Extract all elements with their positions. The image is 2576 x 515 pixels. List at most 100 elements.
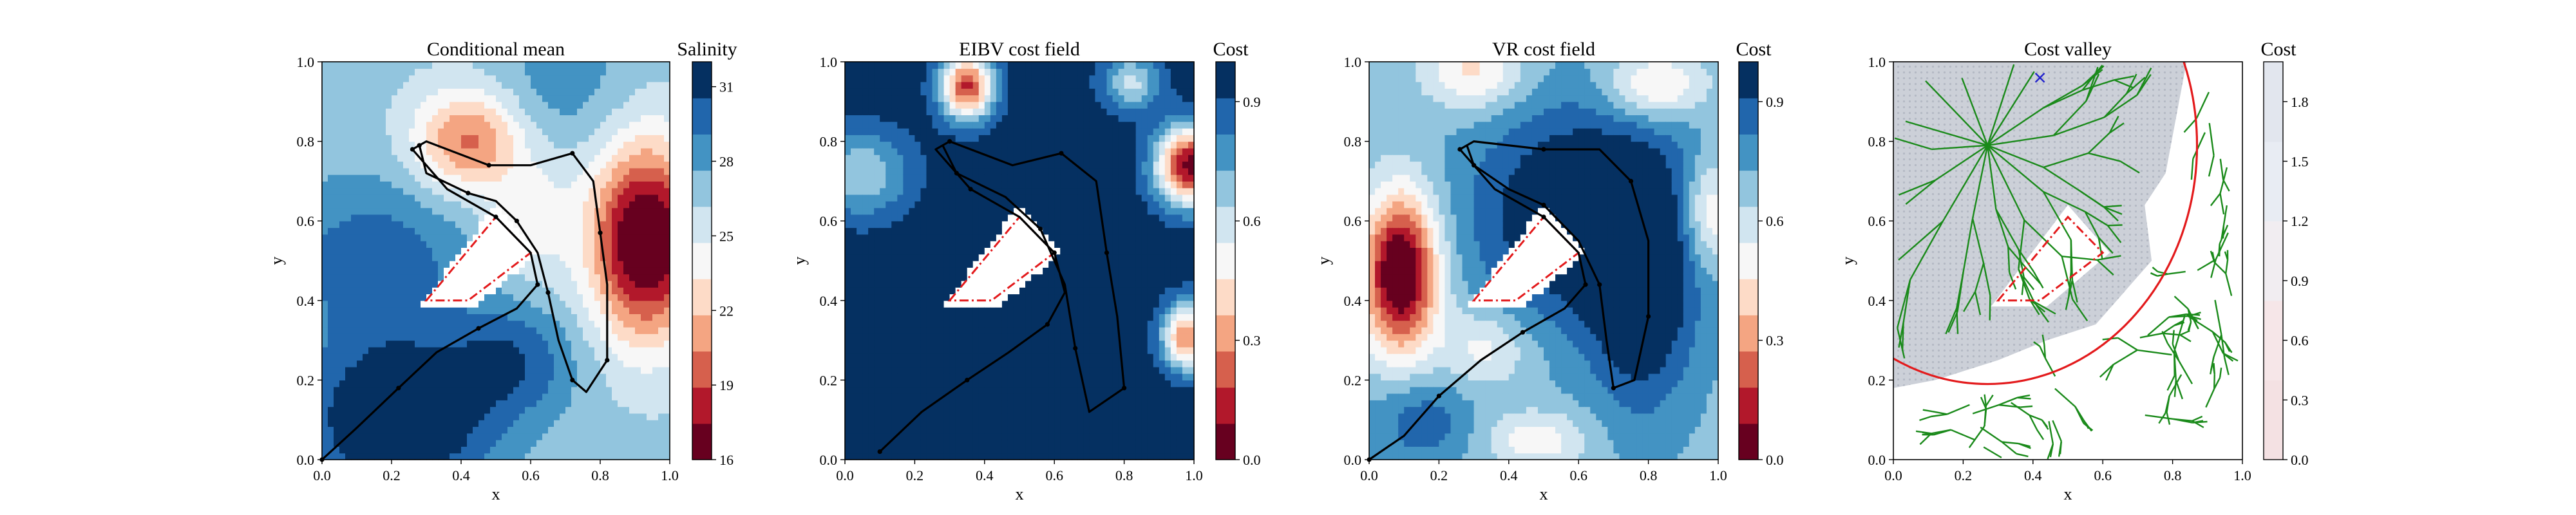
heatmap-cell [507, 300, 514, 308]
heatmap-cell [606, 433, 612, 440]
heatmap-cell [380, 101, 386, 109]
heatmap-cell [658, 366, 665, 374]
heatmap-cell [421, 406, 427, 414]
heatmap-cell [874, 280, 880, 288]
heatmap-cell [536, 147, 543, 155]
heatmap-cell [920, 453, 927, 460]
heatmap-cell [513, 307, 520, 314]
heatmap-cell [322, 108, 328, 115]
heatmap-cell [862, 121, 869, 129]
heatmap-cell [635, 327, 641, 334]
heatmap-cell [571, 261, 578, 268]
heatmap-cell [612, 373, 618, 380]
heatmap-cell [612, 167, 618, 175]
heatmap-cell [542, 413, 549, 420]
heatmap-cell [507, 327, 514, 334]
heatmap-cell [560, 400, 566, 407]
heatmap-cell [589, 128, 595, 135]
heatmap-cell [536, 446, 543, 454]
heatmap-cell [658, 340, 665, 348]
heatmap-cell [857, 307, 863, 314]
heatmap-cell [926, 320, 933, 328]
heatmap-cell [845, 340, 851, 348]
heatmap-cell [438, 161, 444, 169]
heatmap-cell [397, 426, 404, 434]
heatmap-cell [473, 386, 479, 394]
heatmap-cell [886, 207, 892, 215]
heatmap-cell [868, 214, 875, 221]
heatmap-cell [455, 307, 462, 314]
heatmap-cell [502, 121, 508, 129]
heatmap-cell [415, 121, 421, 129]
heatmap-cell [478, 386, 485, 394]
heatmap-cell [374, 101, 381, 109]
heatmap-cell [932, 187, 939, 195]
heatmap-cell [612, 95, 618, 102]
heatmap-cell [647, 241, 653, 248]
heatmap-cell [548, 68, 554, 76]
heatmap-cell [536, 214, 543, 221]
heatmap-cell [322, 207, 328, 215]
heatmap-cell [432, 426, 439, 434]
heatmap-cell [938, 267, 945, 275]
heatmap-cell [589, 353, 595, 361]
heatmap-cell [629, 440, 636, 447]
heatmap-cell [380, 147, 386, 155]
heatmap-cell [357, 400, 363, 407]
heatmap-cell [386, 314, 392, 321]
heatmap-cell [577, 413, 583, 420]
heatmap-cell [623, 135, 630, 142]
heatmap-cell [374, 167, 381, 175]
heatmap-cell [577, 81, 583, 89]
heatmap-cell [857, 181, 863, 189]
heatmap-cell [502, 75, 508, 82]
heatmap-cell [886, 420, 892, 427]
heatmap-cell [519, 95, 526, 102]
heatmap-cell [444, 453, 450, 460]
heatmap-cell [415, 75, 421, 82]
heatmap-cell [490, 187, 497, 195]
heatmap-cell [635, 75, 641, 82]
heatmap-cell [345, 373, 352, 380]
heatmap-cell [450, 75, 456, 82]
heatmap-cell [600, 167, 607, 175]
heatmap-cell [967, 300, 974, 308]
heatmap-cell [380, 115, 386, 122]
heatmap-cell [519, 353, 526, 361]
heatmap-cell [484, 201, 491, 209]
heatmap-cell [967, 320, 974, 328]
heatmap-cell [444, 154, 450, 162]
heatmap-cell [571, 221, 578, 229]
heatmap-cell [868, 307, 875, 314]
heatmap-cell [845, 201, 851, 209]
heatmap-cell [444, 340, 450, 348]
heatmap-cell [461, 440, 468, 447]
heatmap-cell [658, 95, 665, 102]
heatmap-cell [647, 426, 653, 434]
heatmap-cell [618, 287, 624, 295]
heatmap-cell [600, 68, 607, 76]
heatmap-cell [525, 327, 531, 334]
heatmap-cell [351, 181, 357, 189]
heatmap-cell [334, 307, 340, 314]
heatmap-cell [415, 446, 421, 454]
heatmap-cell [594, 380, 601, 388]
heatmap-cell [392, 147, 398, 155]
heatmap-cell [438, 373, 444, 380]
heatmap-cell [612, 400, 618, 407]
heatmap-cell [571, 446, 578, 454]
heatmap-cell [339, 400, 346, 407]
heatmap-cell [531, 287, 537, 295]
heatmap-cell [886, 426, 892, 434]
heatmap-cell [857, 386, 863, 394]
heatmap-cell [857, 194, 863, 201]
heatmap-cell [868, 187, 875, 195]
heatmap-cell [455, 194, 462, 201]
heatmap-cell [606, 346, 612, 354]
heatmap-cell [577, 167, 583, 175]
heatmap-cell [955, 267, 962, 275]
heatmap-cell [886, 88, 892, 96]
heatmap-cell [635, 207, 641, 215]
heatmap-cell [403, 380, 410, 388]
heatmap-cell [886, 406, 892, 414]
